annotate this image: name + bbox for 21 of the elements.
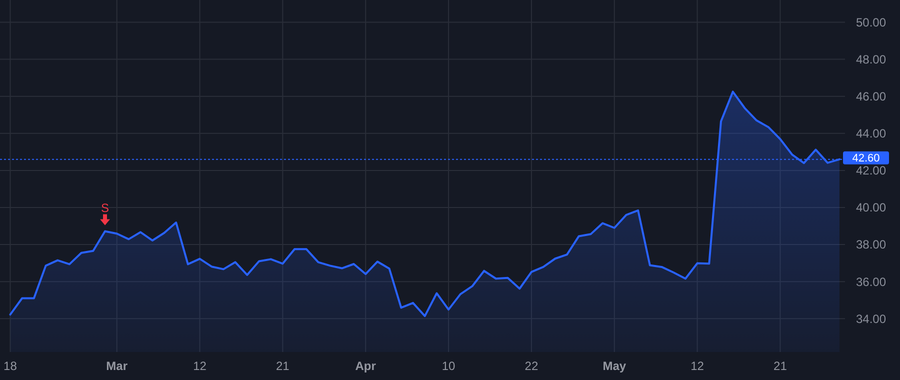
x-tick-label: May — [602, 359, 626, 373]
y-tick-label: 46.00 — [856, 90, 886, 104]
y-tick-label: 44.00 — [856, 126, 886, 141]
y-tick-label: 48.00 — [856, 52, 886, 66]
x-tick-label: 21 — [774, 359, 788, 373]
annotation: S — [100, 201, 110, 216]
y-tick-label: 50.00 — [856, 15, 886, 30]
x-tick-label: Apr — [355, 359, 376, 373]
y-tick-label: 34.00 — [856, 312, 886, 326]
y-tick-label: 40.00 — [856, 200, 886, 215]
x-tick-label: 12 — [193, 359, 207, 373]
x-tick-label: 10 — [442, 359, 456, 373]
x-tick-label: 21 — [276, 359, 290, 373]
x-tick-label: Mar — [106, 359, 128, 373]
y-tick-label: 36.00 — [856, 274, 886, 289]
ref-line-label: 42.60 — [852, 152, 880, 165]
x-tick-label: 18 — [4, 359, 18, 373]
x-tick-label: 22 — [524, 359, 538, 373]
y-tick-label: 42.00 — [856, 164, 886, 178]
y-tick-label: 38.00 — [856, 238, 886, 252]
x-tick-label: 12 — [690, 359, 704, 373]
